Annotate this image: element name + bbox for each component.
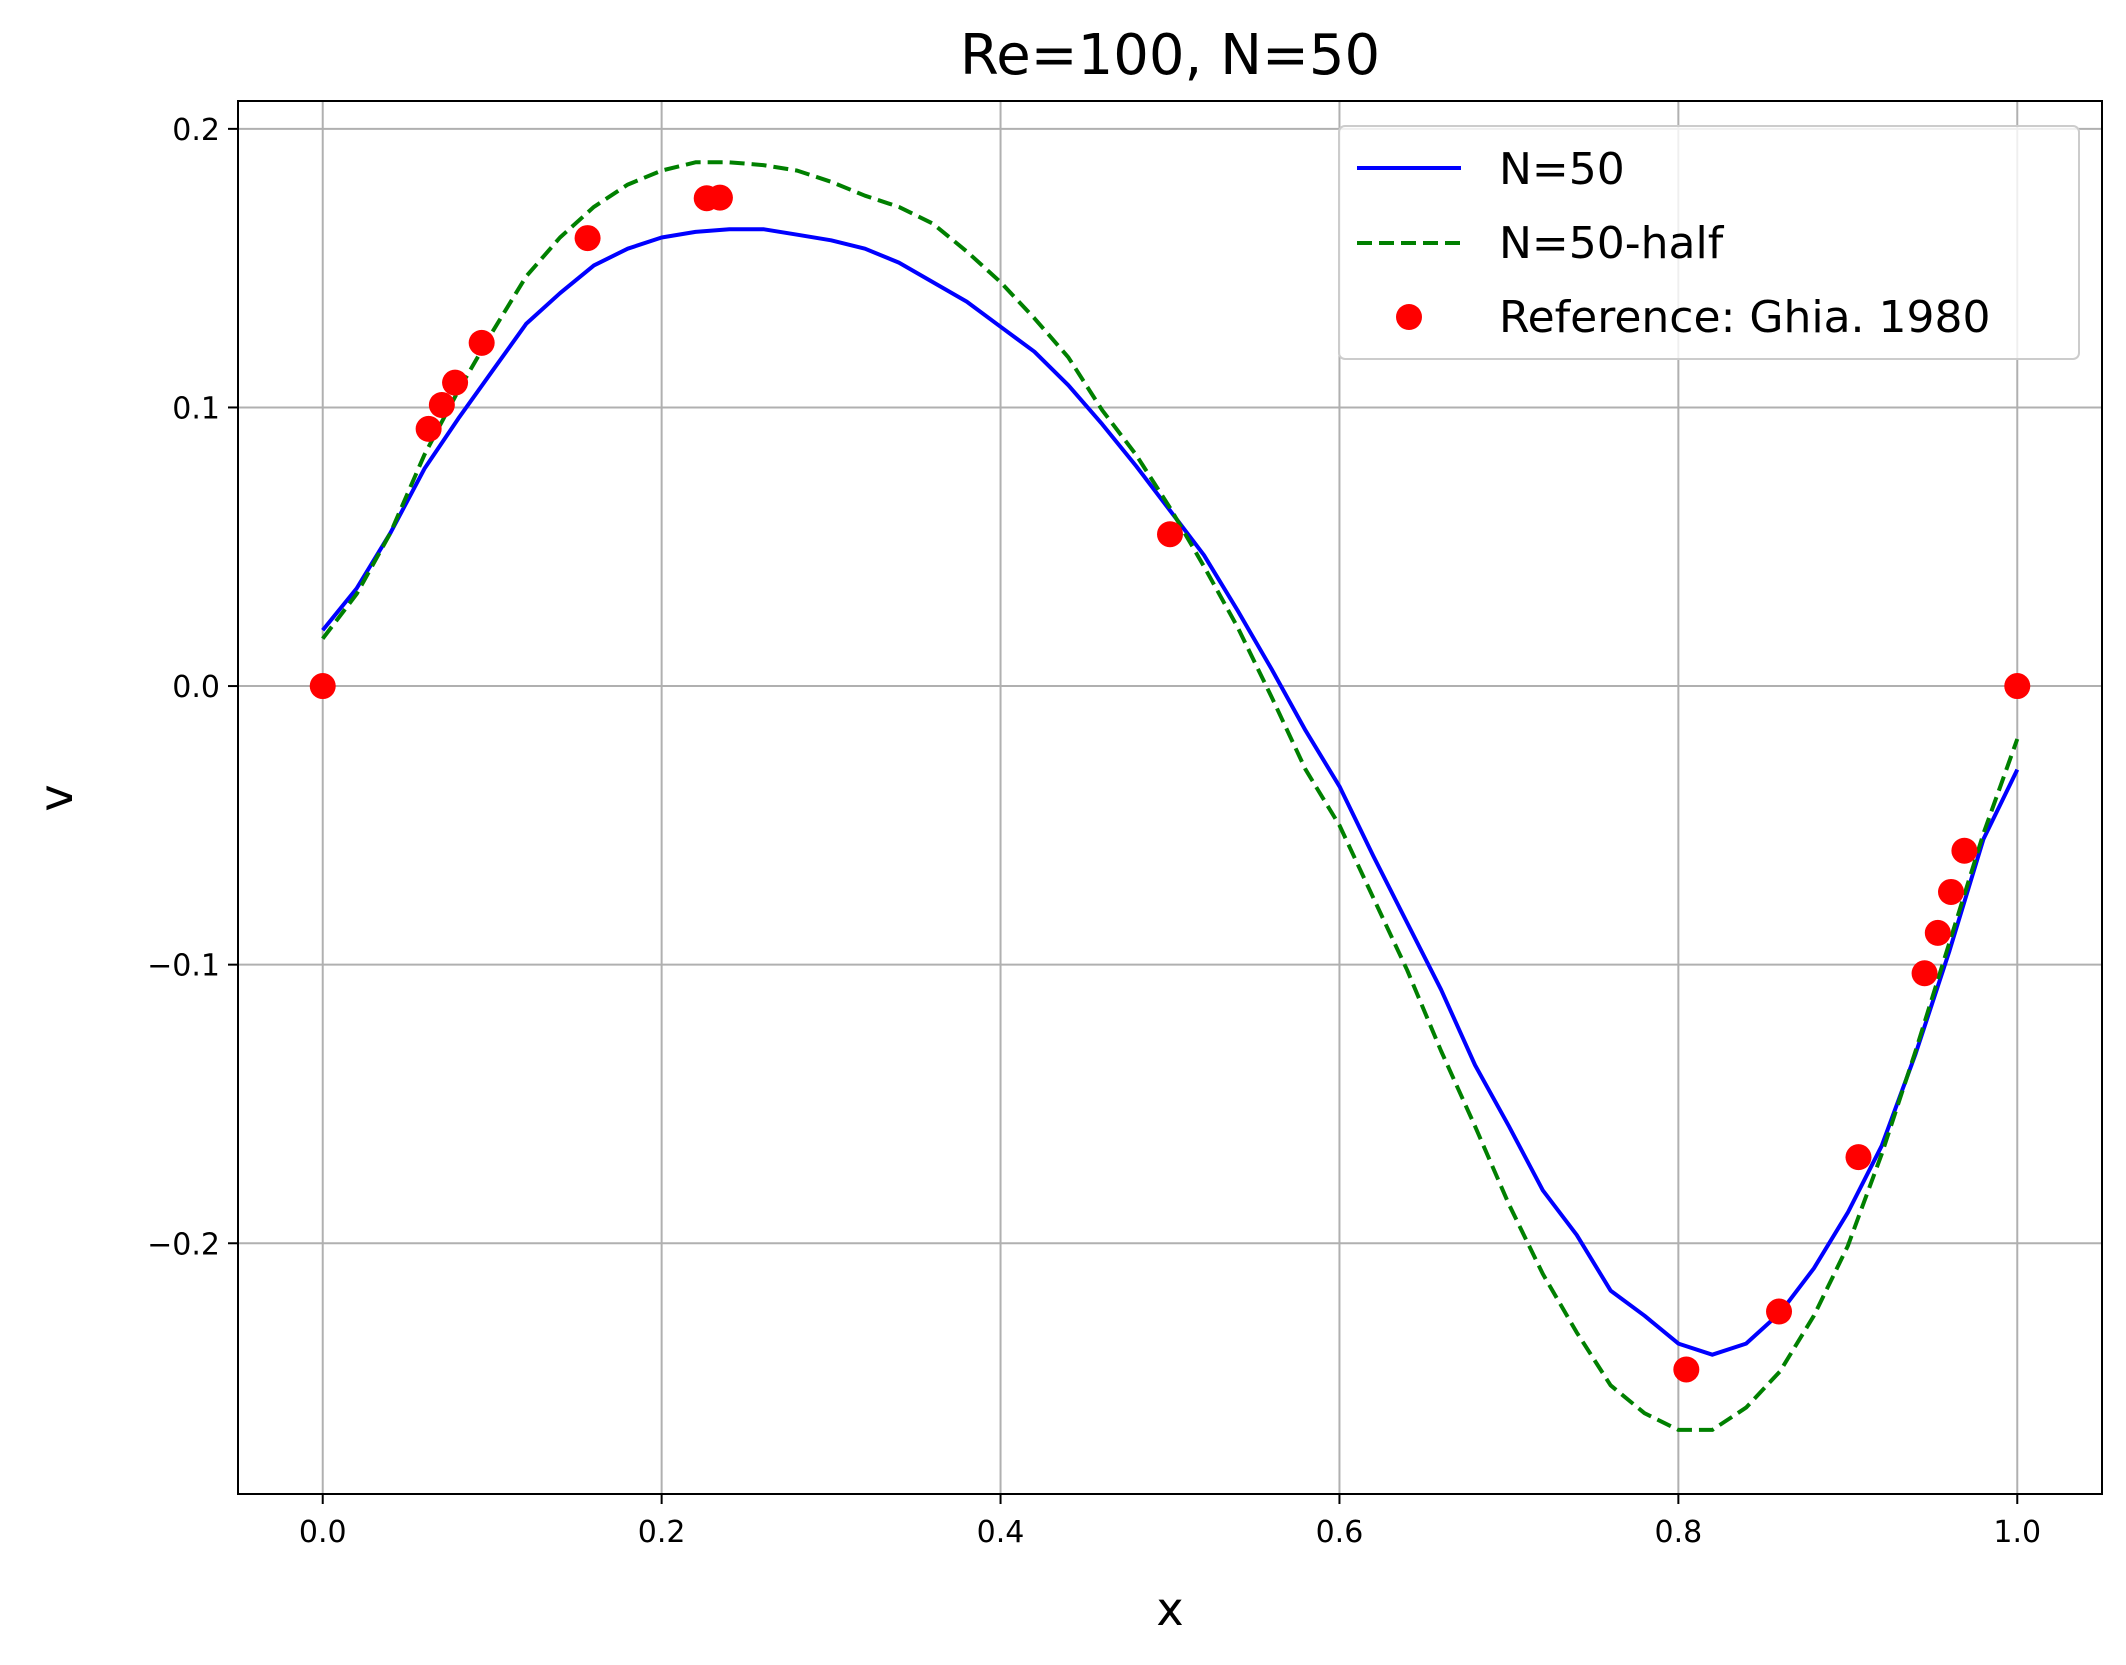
- axes-frame: [237, 100, 2103, 1495]
- y-tick-label: −0.1: [147, 949, 220, 984]
- x-tick-label: 0.2: [638, 1515, 686, 1550]
- y-tick-label: 0.1: [172, 391, 220, 426]
- reference-point: [1845, 1144, 1872, 1171]
- y-axis-label: v: [29, 784, 83, 811]
- reference-point: [706, 184, 733, 211]
- legend-box: [1338, 125, 2080, 360]
- x-tick-label: 1.0: [1993, 1515, 2041, 1550]
- reference-point: [309, 673, 336, 700]
- reference-point: [1911, 960, 1938, 987]
- reference-point: [1766, 1298, 1793, 1325]
- x-axis-label: x: [1156, 1582, 1183, 1636]
- series-line-n50: [321, 227, 2020, 1357]
- reference-point: [2004, 673, 2031, 700]
- x-tick-label: 0.4: [977, 1515, 1025, 1550]
- legend-label-n50: N=50: [1499, 144, 1625, 195]
- reference-point: [428, 391, 455, 418]
- reference-point: [468, 329, 495, 356]
- plot-area: [309, 160, 2031, 1432]
- reference-point: [415, 415, 442, 442]
- reference-point: [442, 369, 469, 396]
- legend-label-reference: Reference: Ghia. 1980: [1499, 292, 1991, 343]
- y-tick-label: −0.2: [147, 1227, 220, 1262]
- reference-point: [1951, 837, 1978, 864]
- chart-title: Re=100, N=50: [960, 23, 1380, 88]
- reference-point: [1673, 1356, 1700, 1383]
- ticks: 0.0 0.2 0.4 0.6 0.8 1.0 −0.2 −0.1 0.0 0.1 0.2: [147, 113, 2041, 1550]
- series-line-n50-half: [321, 160, 2020, 1432]
- legend-label-n50-half: N=50-half: [1499, 218, 1725, 269]
- y-tick-label: 0.0: [172, 670, 220, 705]
- legend: N=50 N=50-half Reference: Ghia. 1980: [1338, 125, 2080, 360]
- x-tick-label: 0.0: [299, 1515, 347, 1550]
- x-tick-label: 0.8: [1655, 1515, 1703, 1550]
- reference-point: [1157, 521, 1183, 548]
- x-tick-label: 0.6: [1316, 1515, 1364, 1550]
- legend-swatch-reference: [1396, 304, 1422, 330]
- reference-point: [1938, 878, 1965, 905]
- reference-point: [574, 225, 601, 252]
- y-tick-label: 0.2: [172, 113, 220, 148]
- reference-point: [1924, 919, 1951, 946]
